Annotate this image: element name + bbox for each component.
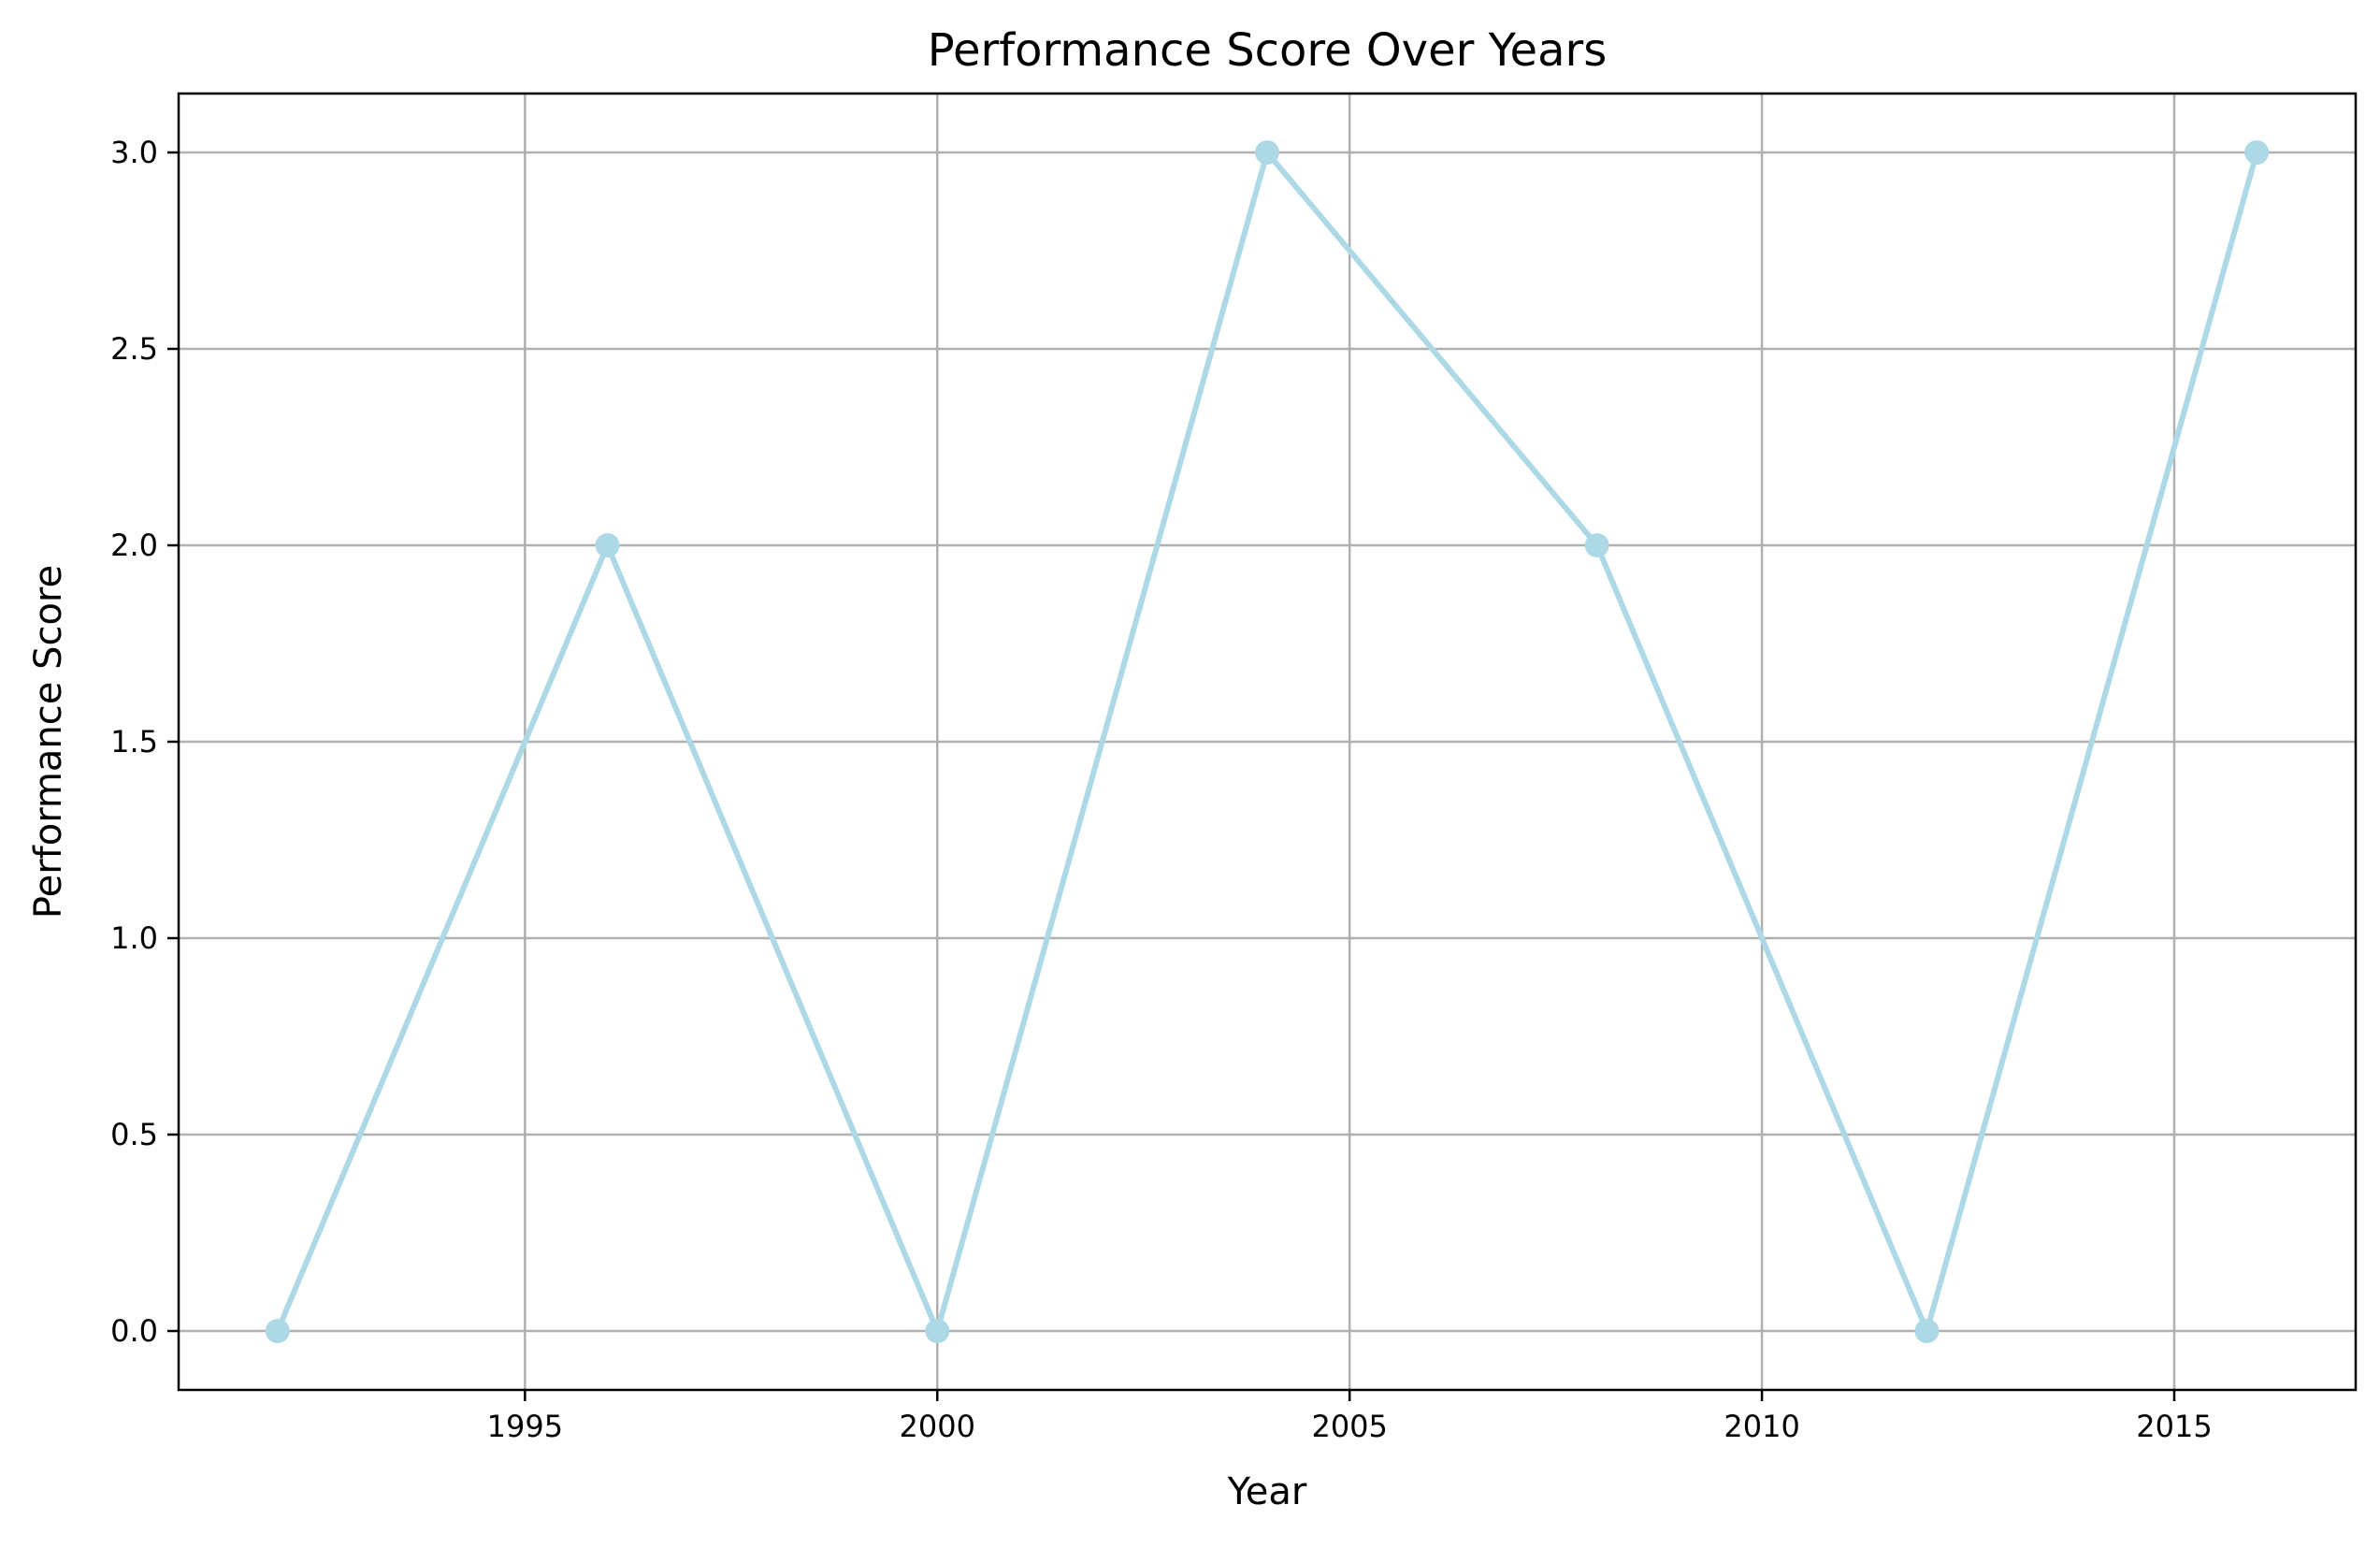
data-point	[1255, 140, 1279, 165]
y-tick-label: 3.0	[110, 135, 158, 170]
x-tick-label: 2000	[900, 1409, 975, 1444]
x-tick-label: 2010	[1724, 1409, 1799, 1444]
grid-lines	[179, 94, 2356, 1390]
y-tick-label: 0.0	[110, 1313, 158, 1349]
data-point	[925, 1319, 950, 1343]
ticks: 1995 2000 2005 2010 2015 0.0 0.5 1.0 1.5 2.0 2.5 3.…	[110, 135, 2213, 1444]
x-tick-label: 1995	[487, 1409, 563, 1444]
chart-title: Performance Score Over Years	[928, 24, 1607, 77]
y-axis-label: Performance Score	[27, 565, 70, 919]
x-axis-label: Year	[1227, 1470, 1307, 1513]
y-tick-label: 1.5	[110, 724, 158, 760]
data-point	[2244, 140, 2270, 165]
series-layer	[265, 140, 2270, 1343]
data-point	[595, 533, 620, 557]
y-tick-label: 2.0	[110, 528, 158, 563]
x-tick-label: 2005	[1311, 1409, 1387, 1444]
data-point	[1914, 1319, 1940, 1343]
y-tick-label: 2.5	[110, 331, 158, 367]
x-tick-label: 2015	[2136, 1409, 2212, 1444]
y-tick-label: 0.5	[110, 1117, 158, 1152]
data-point	[1584, 533, 1609, 557]
y-tick-label: 1.0	[110, 920, 158, 956]
data-point	[265, 1319, 290, 1343]
